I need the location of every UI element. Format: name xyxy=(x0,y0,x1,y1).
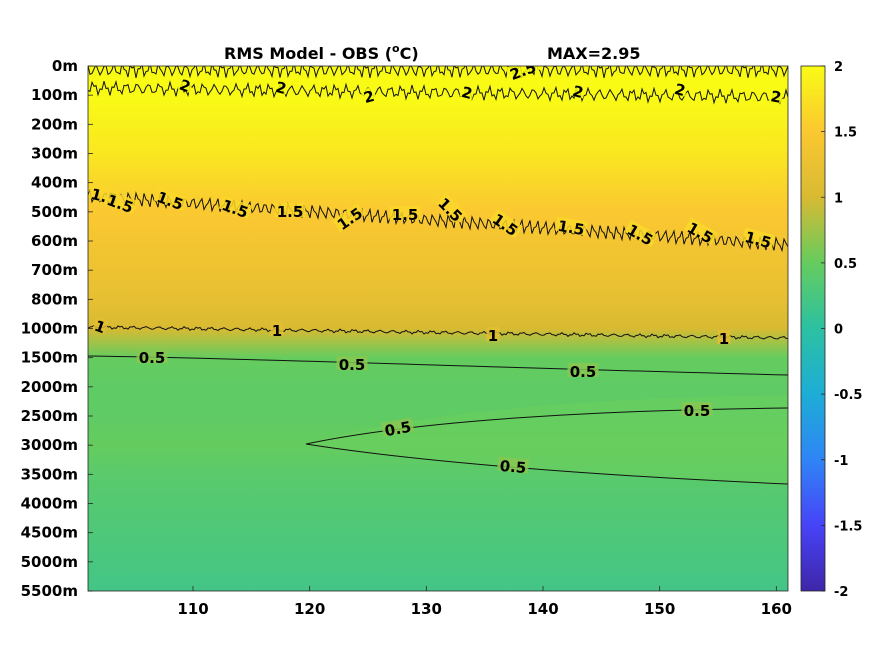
y-tick-label: 3000m xyxy=(21,436,78,454)
contour-label: 2 xyxy=(768,87,784,107)
y-tick-label: 1500m xyxy=(21,349,78,367)
y-tick-label: 3500m xyxy=(21,465,78,483)
contour-label: 1.5 xyxy=(389,206,421,224)
contour-label: 0.5 xyxy=(497,456,530,477)
svg-text:0.5: 0.5 xyxy=(499,457,527,477)
x-tick-label: 120 xyxy=(294,600,325,618)
x-tick-label: 130 xyxy=(411,600,442,618)
colorbar-tick-label: -0.5 xyxy=(834,388,862,403)
colorbar: 2 1.5 1 0.5 0 -0.5 -1 -1.5 -2 xyxy=(800,60,862,600)
colorbar-tick-label: 0 xyxy=(834,323,843,338)
svg-text:1: 1 xyxy=(272,322,282,340)
svg-text:2: 2 xyxy=(571,82,586,102)
svg-text:0.5: 0.5 xyxy=(684,402,711,420)
chart-title-main: RMS Model - OBS ( xyxy=(224,44,392,63)
contour-line-1.5 xyxy=(88,188,788,253)
y-tick-label: 300m xyxy=(31,145,78,163)
heatmap-field xyxy=(88,66,788,591)
y-tick-label: 2500m xyxy=(21,407,78,425)
contour-label: 1.5 xyxy=(274,203,306,221)
colorbar-tick-label: 0.5 xyxy=(834,257,857,272)
contour-label: 0.5 xyxy=(567,363,599,381)
y-tick-label: 400m xyxy=(31,174,78,192)
contour-label: 2 xyxy=(459,82,476,103)
y-tick-label: 200m xyxy=(31,115,78,133)
contour-label: 1 xyxy=(717,330,731,348)
y-tick-label: 700m xyxy=(31,261,78,279)
x-tick-label: 150 xyxy=(644,600,675,618)
contour-label: 0.5 xyxy=(681,402,713,420)
contour-label: 2 xyxy=(273,77,290,98)
svg-text:0.5: 0.5 xyxy=(383,418,412,440)
y-tick-label: 600m xyxy=(31,232,78,250)
svg-text:1: 1 xyxy=(719,330,729,348)
contour-label: 0.5 xyxy=(336,356,368,374)
contour-label: 1 xyxy=(270,322,284,340)
y-tick-label: 4000m xyxy=(21,495,78,513)
contour-line-1 xyxy=(88,324,788,340)
svg-text:2: 2 xyxy=(769,87,782,107)
colorbar-tick-label: 2 xyxy=(834,60,843,75)
svg-text:1.5: 1.5 xyxy=(392,206,419,224)
colorbar-tick-label: -1.5 xyxy=(834,519,862,534)
colorbar-tick-label: 1 xyxy=(834,191,843,206)
contour-label: 2 xyxy=(177,75,195,96)
contour-label: 0.5 xyxy=(381,417,415,440)
contour-line-2 xyxy=(88,80,788,105)
y-tick-label: 100m xyxy=(31,86,78,104)
chart-title-unit: C) xyxy=(400,44,419,63)
svg-text:0.5: 0.5 xyxy=(339,356,366,374)
svg-text:0.5: 0.5 xyxy=(570,363,597,381)
contour-label: 0.5 xyxy=(136,349,168,367)
y-tick-label: 4500m xyxy=(21,524,78,542)
svg-text:1.5: 1.5 xyxy=(556,217,585,239)
svg-text:2: 2 xyxy=(460,83,475,103)
lower-greenish-tongue xyxy=(306,395,788,485)
plot-area: 2.52 2 2 2 2 2 21.5 1.5 1.5 1.5 1.5 1.5 1.5 1.5 1.5 1.5… xyxy=(88,66,788,591)
x-tick-label: 160 xyxy=(761,600,792,618)
colorbar-tick-label: -2 xyxy=(834,585,848,600)
x-tick-label: 140 xyxy=(527,600,558,618)
contour-label: 1.5 xyxy=(554,216,588,239)
colorbar-tick-label: 1.5 xyxy=(834,126,857,141)
y-axis-ticks: 0m 100m 200m 300m 400m 500m 600m 700m 800m 1000m 1… xyxy=(21,57,93,600)
colorbar-tick-label: -1 xyxy=(834,454,848,469)
contour-label: 1 xyxy=(92,316,110,337)
chart-title-superscript: o xyxy=(392,42,400,55)
contour-label: 1 xyxy=(486,327,500,345)
x-axis-ticks: 110 120 130 140 150 160 xyxy=(177,586,792,618)
svg-text:2: 2 xyxy=(673,80,688,100)
max-value-label: MAX=2.95 xyxy=(547,44,641,63)
y-tick-label: 5000m xyxy=(21,553,78,571)
svg-text:0.5: 0.5 xyxy=(139,349,166,367)
y-tick-label: 800m xyxy=(31,290,78,308)
y-tick-label: 0m xyxy=(52,57,78,75)
y-tick-label: 500m xyxy=(31,203,78,221)
chart-title: RMS Model - OBS (oC) xyxy=(224,42,419,63)
y-tick-label: 1000m xyxy=(21,320,78,338)
svg-text:1.5: 1.5 xyxy=(277,203,304,221)
svg-text:1: 1 xyxy=(488,327,498,345)
x-tick-label: 110 xyxy=(177,600,208,618)
contour-label: 2 xyxy=(672,79,689,100)
colorbar-ticks: 2 1.5 1 0.5 0 -0.5 -1 -1.5 -2 xyxy=(821,60,862,600)
svg-text:2: 2 xyxy=(362,87,377,107)
contour-label: 2 xyxy=(360,86,377,107)
svg-text:2: 2 xyxy=(274,78,289,98)
y-tick-label: 5500m xyxy=(21,582,78,600)
contour-label: 2 xyxy=(570,81,587,102)
y-tick-label: 2000m xyxy=(21,378,78,396)
contour-line-0.5-tongue xyxy=(305,407,788,485)
